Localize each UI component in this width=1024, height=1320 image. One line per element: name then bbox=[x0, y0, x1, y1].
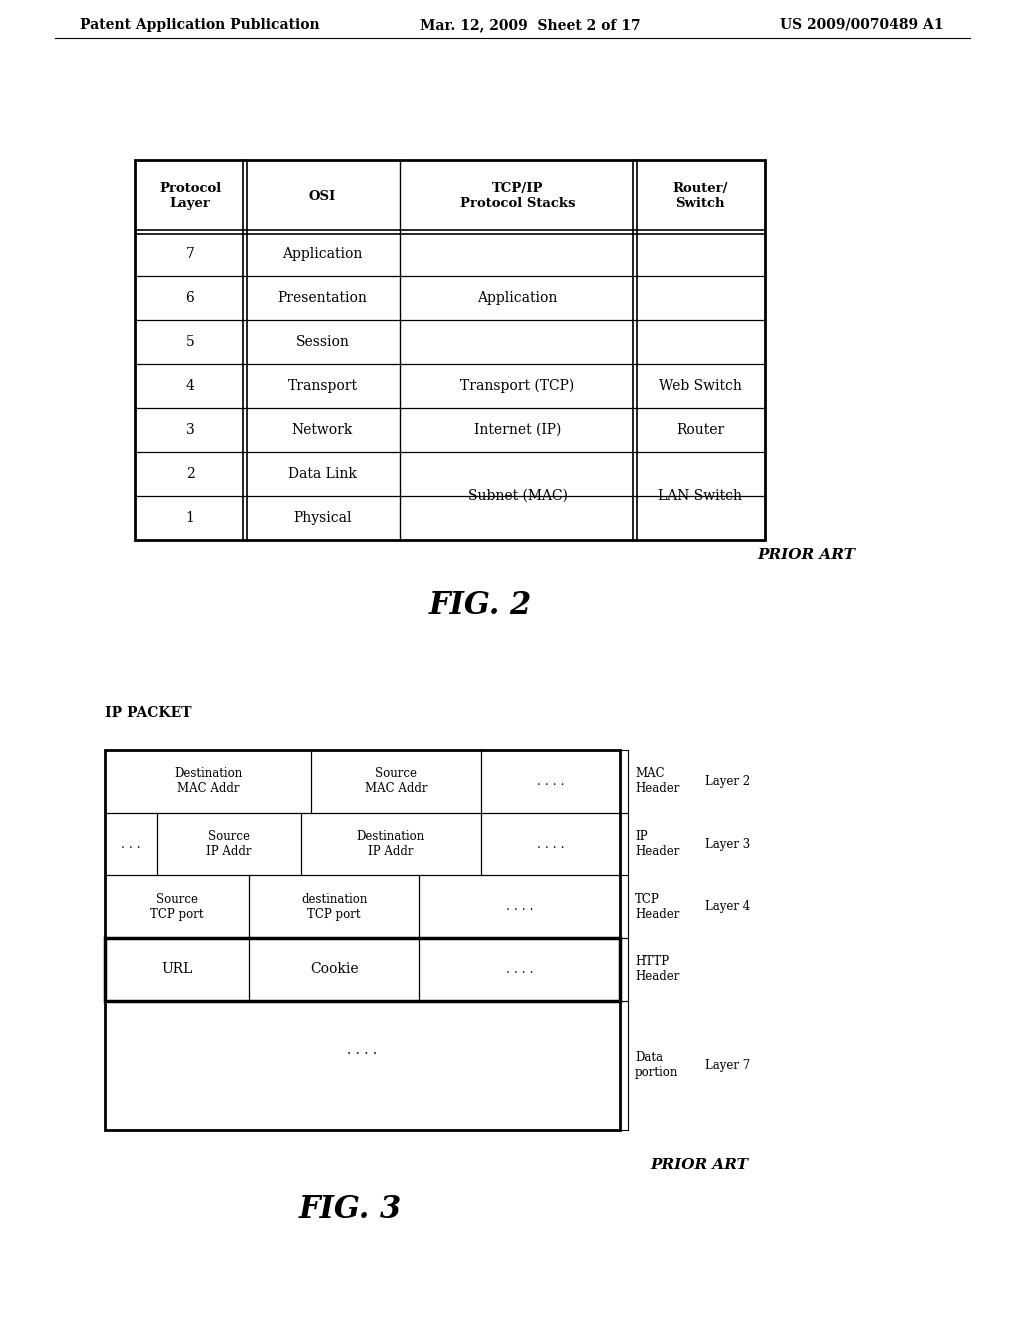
Text: Cookie: Cookie bbox=[310, 962, 358, 977]
Bar bbox=[105, 939, 620, 1001]
Text: US 2009/0070489 A1: US 2009/0070489 A1 bbox=[780, 18, 943, 32]
Text: PRIOR ART: PRIOR ART bbox=[650, 1158, 748, 1172]
Text: Web Switch: Web Switch bbox=[658, 379, 741, 393]
Text: FIG. 3: FIG. 3 bbox=[298, 1195, 401, 1225]
Text: Patent Application Publication: Patent Application Publication bbox=[80, 18, 319, 32]
Text: Subnet (MAC): Subnet (MAC) bbox=[468, 488, 567, 503]
Text: Router: Router bbox=[676, 422, 724, 437]
Text: destination
TCP port: destination TCP port bbox=[301, 892, 368, 921]
Text: 5: 5 bbox=[185, 335, 195, 348]
Text: Layer 7: Layer 7 bbox=[705, 1059, 751, 1072]
Text: 6: 6 bbox=[185, 290, 195, 305]
Text: PRIOR ART: PRIOR ART bbox=[757, 548, 855, 562]
Text: . . . .: . . . . bbox=[347, 1043, 378, 1057]
Text: OSI: OSI bbox=[309, 190, 336, 202]
Text: Layer 4: Layer 4 bbox=[705, 900, 751, 913]
Text: Transport: Transport bbox=[288, 379, 357, 393]
Text: . . .: . . . bbox=[121, 838, 140, 850]
Text: Session: Session bbox=[296, 335, 349, 348]
Text: Application: Application bbox=[477, 290, 558, 305]
Text: . . . .: . . . . bbox=[537, 775, 564, 788]
Text: Layer 3: Layer 3 bbox=[705, 838, 751, 850]
Text: FIG. 2: FIG. 2 bbox=[428, 590, 531, 620]
Text: Destination
IP Addr: Destination IP Addr bbox=[356, 830, 425, 858]
Text: . . . .: . . . . bbox=[506, 964, 534, 975]
Text: Application: Application bbox=[283, 247, 362, 261]
Text: MAC
Header: MAC Header bbox=[635, 767, 679, 796]
Text: TCP
Header: TCP Header bbox=[635, 892, 679, 921]
Text: 7: 7 bbox=[185, 247, 195, 261]
Text: 4: 4 bbox=[185, 379, 195, 393]
Bar bbox=[105, 750, 620, 1130]
Text: Internet (IP): Internet (IP) bbox=[474, 422, 561, 437]
Bar bbox=[135, 160, 765, 540]
Text: Data Link: Data Link bbox=[288, 467, 357, 480]
Text: Network: Network bbox=[292, 422, 353, 437]
Text: Presentation: Presentation bbox=[278, 290, 368, 305]
Text: Source
TCP port: Source TCP port bbox=[151, 892, 204, 921]
Text: HTTP
Header: HTTP Header bbox=[635, 956, 679, 983]
Text: URL: URL bbox=[162, 962, 193, 977]
Text: Mar. 12, 2009  Sheet 2 of 17: Mar. 12, 2009 Sheet 2 of 17 bbox=[420, 18, 641, 32]
Text: Router/
Switch: Router/ Switch bbox=[672, 182, 728, 210]
Text: 1: 1 bbox=[185, 511, 195, 525]
Text: 2: 2 bbox=[185, 467, 195, 480]
Text: Data
portion: Data portion bbox=[635, 1052, 678, 1080]
Text: Layer 2: Layer 2 bbox=[705, 775, 751, 788]
Text: Destination
MAC Addr: Destination MAC Addr bbox=[174, 767, 242, 796]
Text: Physical: Physical bbox=[293, 511, 352, 525]
Text: Transport (TCP): Transport (TCP) bbox=[461, 379, 574, 393]
Text: TCP/IP
Protocol Stacks: TCP/IP Protocol Stacks bbox=[460, 182, 575, 210]
Text: IP PACKET: IP PACKET bbox=[105, 706, 191, 719]
Text: 3: 3 bbox=[185, 422, 195, 437]
Text: IP
Header: IP Header bbox=[635, 830, 679, 858]
Text: LAN Switch: LAN Switch bbox=[658, 488, 742, 503]
Text: . . . .: . . . . bbox=[506, 900, 534, 913]
Text: Source
MAC Addr: Source MAC Addr bbox=[365, 767, 427, 796]
Text: . . . .: . . . . bbox=[537, 838, 564, 850]
Text: Source
IP Addr: Source IP Addr bbox=[206, 830, 251, 858]
Text: Protocol
Layer: Protocol Layer bbox=[159, 182, 221, 210]
